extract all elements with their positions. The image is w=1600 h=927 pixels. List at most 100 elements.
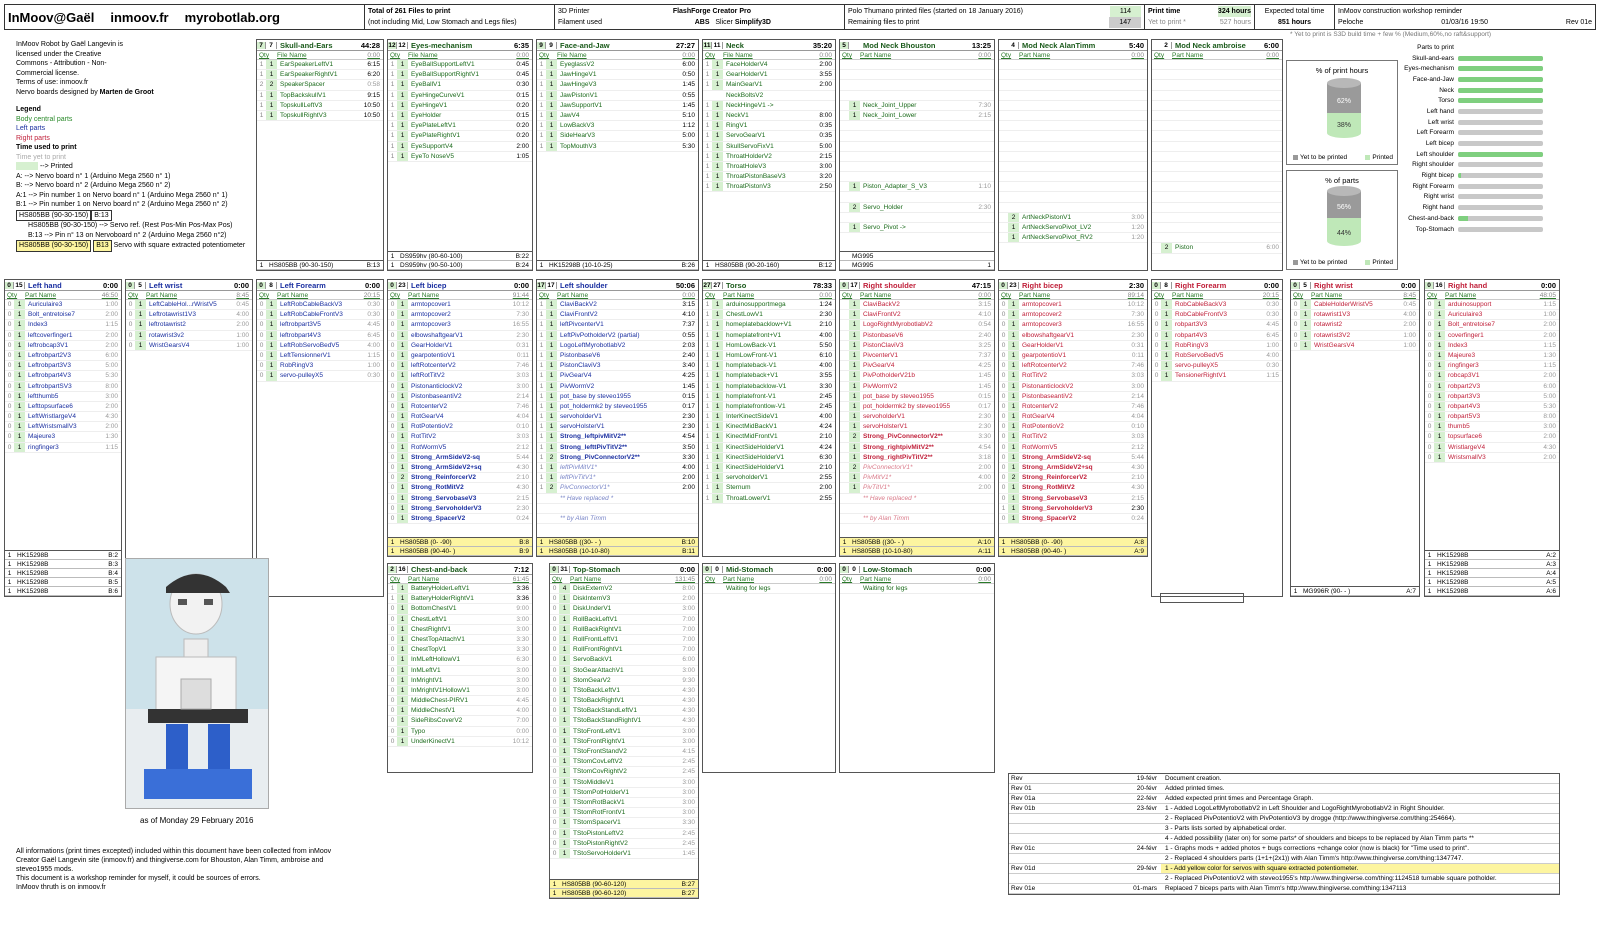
part-row[interactable]: 0 1 Majeure3 1:30 xyxy=(5,432,121,443)
part-row[interactable]: 0 1 LeftWristlargeV4 4:30 xyxy=(5,412,121,423)
part-row[interactable]: 1 PivTitV1* 2:00 xyxy=(840,483,994,494)
part-row[interactable]: 0 1 LeftTensionnerV1 1:15 xyxy=(257,350,383,362)
part-row[interactable]: 0 1 ServoBackV1 6:00 xyxy=(550,655,698,666)
part-row[interactable]: 1 1 pot_base by steveo1955 0:15 xyxy=(537,391,698,402)
part-row[interactable] xyxy=(1152,172,1282,183)
part-row[interactable]: 1 1 ClaviFrontV2 4:10 xyxy=(537,310,698,321)
part-row[interactable] xyxy=(1152,80,1282,91)
part-row[interactable]: 0 1 Leftrotawrist1V3 4:00 xyxy=(126,310,252,321)
part-row[interactable] xyxy=(999,70,1147,81)
part-row[interactable]: 0 1 rotawrist1V3 4:00 xyxy=(1291,310,1419,321)
part-row[interactable]: 0 1 TStomPotHolderV1 3:00 xyxy=(550,787,698,798)
part-row[interactable]: 0 1 LeftRobServoBedV5 4:00 xyxy=(257,340,383,351)
part-row[interactable]: 1 1 PivGearV4 4:25 xyxy=(537,371,698,382)
part-row[interactable]: 1 1 servoHolsterV1 2:30 xyxy=(537,422,698,433)
part-row[interactable] xyxy=(840,121,994,132)
part-row[interactable]: 0 1 RotPotentioV2 0:10 xyxy=(388,422,532,433)
part-row[interactable]: 1 1 arduinosupportmega 1:24 xyxy=(703,300,835,311)
part-row[interactable]: 1 1 homplatefrontlow-V1 2:45 xyxy=(703,401,835,413)
part-row[interactable]: 0 1 leftthumb5 3:00 xyxy=(5,391,121,402)
part-row[interactable]: 0 2 Strong_ReinforcerV2 2:10 xyxy=(999,473,1147,484)
part-row[interactable]: 0 1 armtopcover3 16:55 xyxy=(388,320,532,331)
part-row[interactable]: 1 PivMitV1* 4:00 xyxy=(840,473,994,484)
part-row[interactable]: 0 1 PistonanticlockV2 3:00 xyxy=(999,381,1147,392)
part-row[interactable]: 0 1 rotawrist3V2 1:00 xyxy=(1291,330,1419,341)
part-row[interactable]: 0 1 RobRingV3 1:00 xyxy=(1152,340,1282,351)
part-row[interactable] xyxy=(840,213,994,223)
part-row[interactable]: 0 1 ChestTopAttachV1 3:30 xyxy=(388,634,532,646)
part-row[interactable]: 1 1 KinectMidFrontV1 2:10 xyxy=(703,432,835,443)
part-row[interactable]: 1 1 Strong_ServoholderV3 2:30 xyxy=(999,503,1147,514)
part-row[interactable]: 1 ArtNeckServoPivot_RV2 1:20 xyxy=(999,233,1147,244)
part-row[interactable]: 0 1 TensionerRightV1 1:15 xyxy=(1152,371,1282,382)
part-row[interactable]: 1 ArtNeckServoPivot_LV2 1:20 xyxy=(999,223,1147,234)
part-row[interactable]: 0 1 GearHolderV1 0:31 xyxy=(388,340,532,351)
part-row[interactable]: 1 1 ServoGearV1 0:35 xyxy=(703,131,835,142)
part-row[interactable]: 0 1 TStoFrontStandV2 4:15 xyxy=(550,747,698,758)
brand-site[interactable]: inmoov.fr xyxy=(110,9,169,25)
part-row[interactable]: 1 1 servoholderV1 2:30 xyxy=(537,412,698,423)
part-row[interactable]: 0 1 RollFrontLeftV1 7:00 xyxy=(550,634,698,646)
part-row[interactable]: 1 1 PistonbaseV6 2:40 xyxy=(537,350,698,362)
part-row[interactable]: 0 1 PistonbaseantiV2 2:14 xyxy=(999,391,1147,402)
part-row[interactable]: 1 1 homplatebacklow-V1 3:30 xyxy=(703,381,835,392)
part-row[interactable]: 0 1 robpart3V3 5:00 xyxy=(1425,391,1559,402)
part-row[interactable] xyxy=(999,101,1147,111)
part-row[interactable]: 0 1 TStomCovRightV2 2:45 xyxy=(550,767,698,778)
part-row[interactable]: 0 1 PistonbaseantiV2 2:14 xyxy=(388,391,532,402)
part-row[interactable]: 0 1 coverfinger1 2:00 xyxy=(1425,330,1559,341)
part-row[interactable]: 0 1 RotTitV2 3:03 xyxy=(999,432,1147,443)
part-row[interactable] xyxy=(1152,152,1282,162)
part-row[interactable]: 2 2 SpeakerSpacer 0:58 xyxy=(257,80,383,91)
part-row[interactable]: 0 1 ringfinger3 1:15 xyxy=(1425,361,1559,372)
part-row[interactable]: 1 1 EarSpeakerLeftV1 6:15 xyxy=(257,60,383,71)
part-row[interactable]: 0 1 RobServoBedV5 4:00 xyxy=(1152,350,1282,362)
part-row[interactable]: 1 1 BatteryHolderLeftV1 3:36 xyxy=(388,584,532,595)
part-row[interactable] xyxy=(999,203,1147,213)
part-row[interactable]: 1 1 homeplatefront+V1 4:00 xyxy=(703,330,835,341)
part-row[interactable]: 0 1 TStomSpacerV1 3:30 xyxy=(550,818,698,829)
part-row[interactable] xyxy=(840,70,994,81)
part-row[interactable]: 0 1 Strong_RotMitV2 4:30 xyxy=(388,483,532,494)
part-row[interactable]: 1 1 HomLowBack-V1 5:50 xyxy=(703,340,835,351)
part-row[interactable] xyxy=(840,192,994,203)
part-row[interactable]: 1 Servo_Pivot -> xyxy=(840,223,994,234)
part-row[interactable]: 0 1 servo-pulleyX5 0:30 xyxy=(257,371,383,382)
part-row[interactable] xyxy=(1152,182,1282,193)
part-row[interactable]: 0 1 DiskInternV3 2:00 xyxy=(550,594,698,605)
part-row[interactable]: 0 2 Strong_ReinforcerV2 2:10 xyxy=(388,473,532,484)
part-row[interactable] xyxy=(999,131,1147,142)
part-row[interactable]: 0 1 TStoPistonRightV2 2:45 xyxy=(550,838,698,849)
part-row[interactable]: 1 LogoRightMyrobotlabV2 0:54 xyxy=(840,320,994,331)
part-row[interactable]: 0 1 elbowshaftgearV1 2:30 xyxy=(388,330,532,341)
part-row[interactable] xyxy=(999,91,1147,101)
part-row[interactable]: 1 1 MainGearV1 2:00 xyxy=(703,80,835,91)
part-row[interactable]: 0 1 MiddleChestV1 4:00 xyxy=(388,706,532,717)
part-row[interactable]: 0 1 StoGearAttachV1 3:00 xyxy=(550,665,698,676)
part-row[interactable] xyxy=(537,504,698,514)
part-row[interactable]: 1 1 BatteryHolderRightV1 3:36 xyxy=(388,594,532,605)
part-row[interactable]: 1 ClaviFrontV2 4:10 xyxy=(840,310,994,321)
part-row[interactable]: 0 1 InMrightV1HollowV1 3:00 xyxy=(388,685,532,697)
part-row[interactable]: 1 1 leftPivTitV1* 2:00 xyxy=(537,473,698,484)
part-row[interactable]: 1 1 ThroatHoleV3 3:00 xyxy=(703,161,835,173)
part-row[interactable]: 2 ArtNeckPistonV1 3:00 xyxy=(999,212,1147,223)
part-row[interactable] xyxy=(840,162,994,173)
part-row[interactable]: 0 1 TStoBackStandLeftV1 4:30 xyxy=(550,706,698,717)
part-row[interactable]: 0 1 RotGearV4 4:04 xyxy=(999,412,1147,423)
part-row[interactable]: 1 1 Strong_leftpivMitV2** 4:54 xyxy=(537,432,698,443)
part-row[interactable]: 0 1 Strong_SpacerV2 0:24 xyxy=(999,513,1147,525)
part-row[interactable]: 1 1 EyeSupportV4 2:00 xyxy=(388,141,532,152)
part-row[interactable]: 0 1 leftRotTitV2 3:03 xyxy=(388,371,532,382)
part-row[interactable]: 0 1 topsurface6 2:00 xyxy=(1425,432,1559,443)
part-row[interactable] xyxy=(1152,70,1282,81)
part-row[interactable]: 1 1 InterKinectSideV1 4:00 xyxy=(703,412,835,423)
part-row[interactable] xyxy=(1152,60,1282,71)
part-row[interactable]: 1 Neck_Joint_Upper 7:30 xyxy=(840,100,994,111)
part-row[interactable]: 0 1 Strong_ArmSideV2-sq 5:44 xyxy=(388,452,532,463)
part-row[interactable]: 2 Strong_PivConnectorV2** 3:30 xyxy=(840,432,994,443)
part-row[interactable]: 1 1 homplateback+V1 3:55 xyxy=(703,371,835,382)
part-row[interactable]: 0 1 LeftWristsmallV3 2:00 xyxy=(5,422,121,433)
part-row[interactable]: 1 1 ChestLowV1 2:30 xyxy=(703,310,835,321)
part-row[interactable]: 0 1 Bolt_entretoise7 2:00 xyxy=(5,310,121,321)
